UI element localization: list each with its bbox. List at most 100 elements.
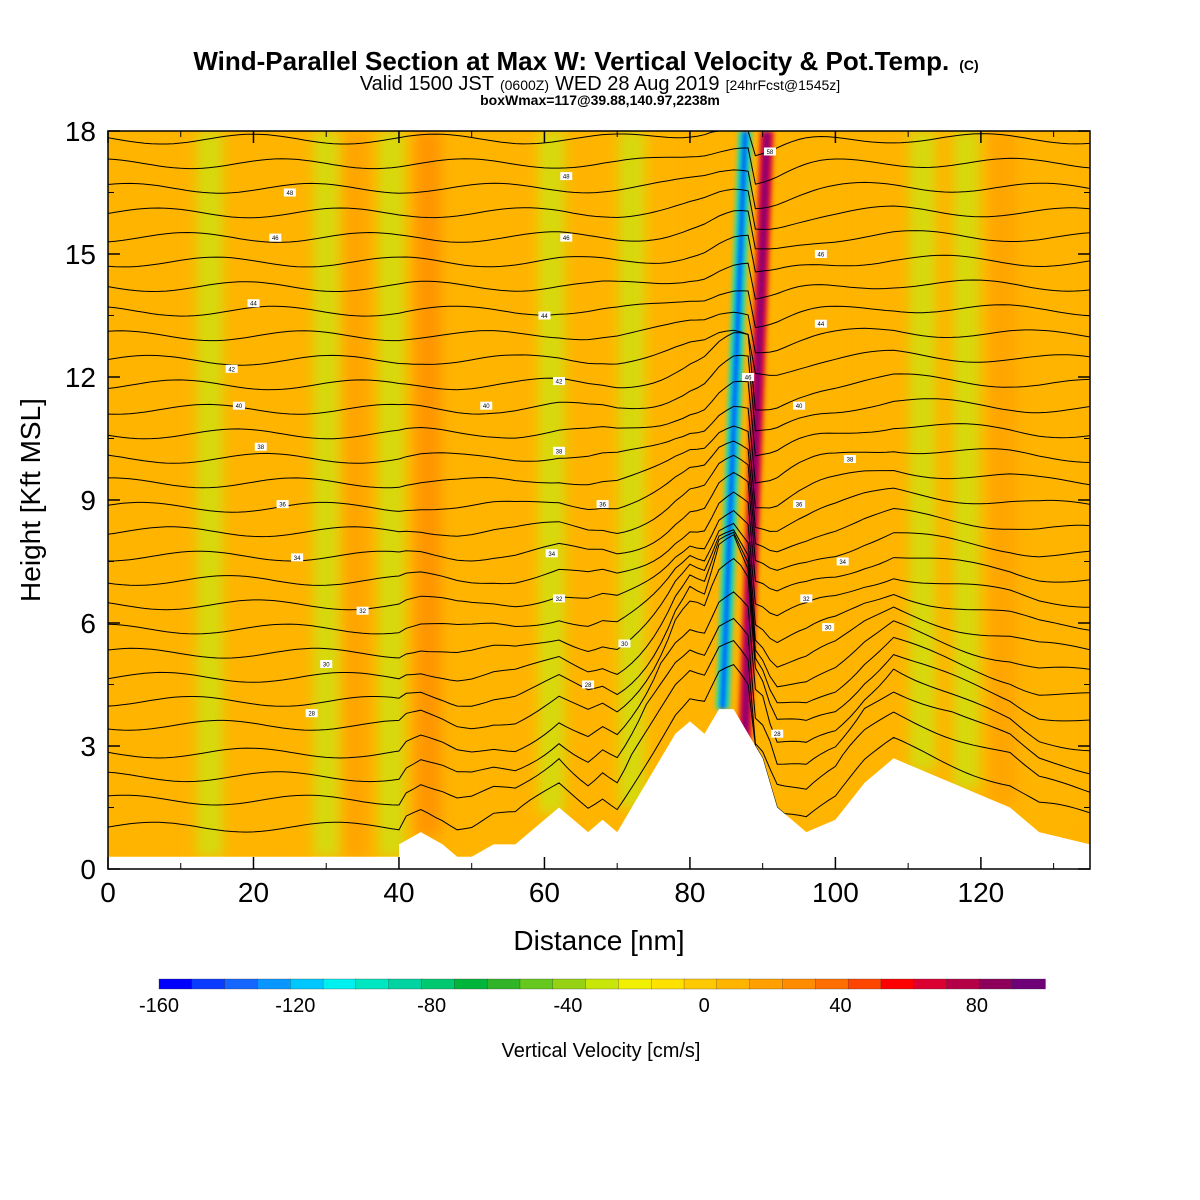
- theta-contour-line: [108, 380, 1090, 457]
- colorbar-swatch: [322, 978, 357, 990]
- velocity-field-broad: [138, 131, 1067, 857]
- theta-contour-line: [108, 617, 1090, 783]
- contour-label-bg: [545, 549, 558, 558]
- contour-label: 58: [767, 150, 774, 156]
- contour-label-bg: [254, 442, 267, 451]
- y-tick-label: 6: [80, 608, 96, 639]
- updraft-column: [473, 131, 500, 849]
- contour-label: 44: [541, 314, 548, 320]
- theta-contour-line: [108, 591, 1090, 759]
- theta-contour-line: [108, 640, 1090, 806]
- updraft-column: [414, 131, 442, 837]
- theta-contour-line: [108, 471, 1090, 571]
- contour-label: 44: [818, 322, 825, 328]
- copyright-mark: (C): [959, 57, 978, 73]
- colorbar-swatch: [191, 978, 226, 990]
- contour-label: 36: [796, 503, 803, 509]
- theta-contour-line: [108, 533, 1090, 707]
- contour-label: 34: [548, 552, 555, 558]
- theta-contour-line: [108, 529, 1090, 668]
- updraft-column: [647, 131, 674, 759]
- colorbar-swatch: [355, 978, 390, 990]
- theta-contour-line: [108, 557, 1090, 731]
- contour-label-bg: [771, 729, 784, 738]
- contour-label: 28: [774, 732, 781, 738]
- contour-label: 46: [745, 376, 752, 382]
- contour-label-bg: [232, 401, 245, 410]
- contour-label: 36: [599, 503, 606, 509]
- colorbar-swatch: [519, 978, 554, 990]
- contour-label-bg: [269, 233, 282, 242]
- theta-contour-line: [108, 209, 1090, 250]
- colorbar-tick-label: -80: [417, 995, 446, 1017]
- contour-label: 48: [287, 191, 294, 197]
- colorbar-swatch: [158, 978, 193, 990]
- theta-contour-line: [108, 531, 1090, 688]
- x-tick-label: 20: [238, 877, 269, 908]
- x-tick-label: 80: [674, 877, 705, 908]
- contour-label: 42: [228, 367, 235, 373]
- colorbar-swatch: [257, 978, 291, 990]
- updraft-column: [240, 131, 267, 857]
- colorbar-swatch: [880, 978, 915, 990]
- colorbar-swatch: [847, 978, 882, 990]
- theta-contour-line: [108, 332, 1090, 411]
- updraft-column: [858, 131, 885, 777]
- theta-contour-line: [108, 234, 1090, 273]
- colorbar-swatch: [585, 978, 620, 990]
- colorbar-tick-label: -40: [553, 995, 582, 1017]
- contour-label-bg: [480, 401, 493, 410]
- contour-label: 32: [803, 597, 810, 603]
- contour-label: 32: [359, 609, 366, 615]
- y-tick-label: 18: [65, 116, 96, 147]
- colorbar-swatch: [749, 978, 784, 990]
- contour-label-bg: [225, 364, 238, 373]
- colorbar-swatch: [290, 978, 324, 990]
- contour-label-bg: [822, 623, 835, 632]
- downdraft-column: [313, 131, 340, 857]
- theta-contour-line: [108, 454, 1090, 553]
- chart-subtitle: Valid 1500 JST (0600Z) WED 28 Aug 2019 [24h…: [360, 73, 840, 95]
- x-tick-label: 60: [529, 877, 560, 908]
- theta-contour-line: [108, 425, 1090, 509]
- contour-label: 30: [621, 642, 628, 648]
- contour-label-bg: [247, 299, 260, 308]
- x-axis-label: Distance [nm]: [513, 925, 684, 956]
- contour-label-bg: [742, 373, 755, 381]
- x-axis: 0 20 40 60 80 100 120: [100, 131, 1055, 908]
- contour-label: 44: [250, 302, 257, 308]
- subtitle-valid-time: Valid 1500 JST: [360, 73, 494, 95]
- contour-label: 38: [847, 458, 854, 464]
- updraft-column: [582, 131, 609, 826]
- subtitle-forecast: [24hrFcst@1545z]: [726, 77, 841, 93]
- colorbar-swatch: [388, 978, 423, 990]
- contour-label-bg: [763, 147, 776, 156]
- updraft-column: [342, 131, 369, 857]
- contour-label-bg: [596, 500, 609, 509]
- contour-label: 36: [279, 503, 286, 509]
- colorbar-label: Vertical Velocity [cm/s]: [502, 1040, 701, 1062]
- colorbar-swatch: [486, 978, 521, 990]
- colorbar-swatch: [979, 978, 1013, 990]
- colorbar-swatch: [683, 978, 718, 990]
- contour-label-bg: [552, 446, 565, 455]
- y-axis-label: Height [Kft MSL]: [15, 398, 46, 602]
- contour-label-bg: [793, 500, 806, 509]
- y-tick-label: 15: [65, 239, 96, 270]
- contour-label: 46: [272, 236, 279, 242]
- subtitle-utc-time: (0600Z): [500, 77, 549, 93]
- colorbar-swatch: [421, 978, 455, 990]
- contour-label: 38: [556, 449, 563, 455]
- colorbar-swatch: [913, 978, 948, 990]
- theta-contour-line: [108, 663, 1090, 833]
- theta-contour-line: [108, 509, 1090, 617]
- chart-header: Wind-Parallel Section at Max W: Vertical…: [193, 46, 978, 108]
- y-tick-label: 12: [65, 362, 96, 393]
- colorbar-tick-label: -160: [139, 995, 179, 1017]
- x-tick-label: 100: [812, 877, 859, 908]
- theta-contour-line: [108, 491, 1090, 592]
- contour-label-bg: [305, 709, 318, 718]
- colorbar-swatch: [946, 978, 981, 990]
